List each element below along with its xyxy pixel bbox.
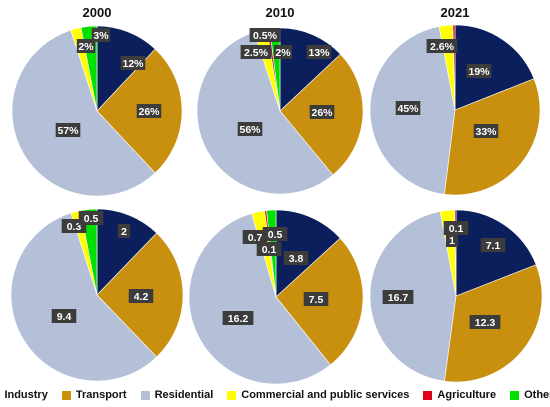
svg-text:2%: 2% (275, 47, 291, 59)
pie-5-slice-residential (188, 213, 331, 385)
pie-1-title: 2000 (83, 5, 112, 20)
pie-5-data-label-4: 0.7 (242, 230, 268, 244)
pie-2-data-label-4: 2.5% (240, 45, 272, 59)
svg-text:16.7: 16.7 (388, 292, 409, 304)
svg-text:2: 2 (121, 226, 127, 238)
pie-3-slice-industry (454, 24, 535, 111)
svg-text:2%: 2% (78, 41, 94, 53)
pie-4-data-label-6: 0.5 (78, 211, 104, 225)
pie-2-data-label-6: 2% (273, 45, 293, 59)
pie-2-data-label-3: 56% (237, 122, 263, 136)
svg-text:33%: 33% (475, 126, 497, 138)
svg-text:16.2: 16.2 (228, 313, 249, 325)
pie-4-data-label-2: 4.2 (128, 289, 154, 303)
pie-6-data-label-1: 7.1 (480, 238, 506, 252)
legend-label-others: Others (524, 389, 550, 401)
pie-5-data-label-2: 7.5 (303, 292, 329, 306)
svg-text:56%: 56% (239, 124, 261, 136)
svg-text:9.4: 9.4 (57, 311, 72, 323)
svg-text:3.8: 3.8 (289, 253, 304, 265)
legend-item-others: Others (510, 389, 550, 401)
svg-text:3%: 3% (93, 30, 109, 42)
pie-5-data-label-3: 16.2 (222, 311, 254, 325)
svg-text:0.1: 0.1 (262, 244, 277, 256)
pie-5-data-label-1: 3.8 (283, 251, 309, 265)
svg-text:0.5%: 0.5% (253, 30, 278, 42)
svg-text:2.5%: 2.5% (244, 47, 269, 59)
svg-text:45%: 45% (397, 103, 419, 115)
svg-text:1: 1 (449, 235, 455, 247)
pie-6-data-label-5: 0.1 (443, 221, 469, 235)
pie-1-slice-residential (11, 29, 156, 197)
pie-3-data-label-3: 45% (395, 101, 421, 115)
svg-text:12.3: 12.3 (475, 317, 496, 329)
pie-2-data-label-5: 0.5% (249, 28, 281, 42)
pie-chart-4 (10, 208, 184, 382)
svg-text:7.1: 7.1 (486, 240, 501, 252)
pie-2-data-label-2: 26% (309, 105, 335, 119)
pie-1-data-label-6: 3% (91, 28, 111, 42)
pie-2-slice-residential (196, 31, 334, 195)
svg-text:26%: 26% (138, 106, 160, 118)
legend-label-commercial: Commercial and public services (241, 389, 410, 401)
pie-4-slice-residential (10, 212, 158, 382)
legend-swatch-others (510, 390, 520, 400)
legend-item-industry: Industry (0, 389, 48, 401)
pie-2-title: 2010 (266, 5, 295, 20)
pie-5-data-label-5: 0.1 (256, 242, 282, 256)
svg-text:0.5: 0.5 (84, 213, 99, 225)
legend-swatch-residential (140, 390, 150, 400)
pie-4-data-label-3: 9.4 (51, 309, 77, 323)
pie-1-data-label-1: 12% (120, 56, 146, 70)
pie-2-data-label-1: 13% (306, 45, 332, 59)
legend-swatch-commercial (227, 390, 237, 400)
legend-label-agriculture: Agriculture (437, 389, 497, 401)
svg-text:26%: 26% (311, 107, 333, 119)
pie-3-data-label-4: 2.6% (426, 39, 458, 53)
pie-1-data-label-3: 57% (55, 123, 81, 137)
pie-6-data-label-3: 16.7 (382, 290, 414, 304)
svg-text:4.2: 4.2 (134, 291, 149, 303)
legend-label-residential: Residential (154, 389, 214, 401)
legend-item-residential: Residential (140, 389, 214, 401)
svg-text:19%: 19% (468, 66, 490, 78)
pie-3-data-label-1: 19% (466, 64, 492, 78)
pie-6-data-label-2: 12.3 (469, 315, 501, 329)
svg-text:12%: 12% (122, 58, 144, 70)
svg-text:0.7: 0.7 (248, 232, 263, 244)
legend-label-transport: Transport (75, 389, 127, 401)
svg-text:7.5: 7.5 (309, 294, 324, 306)
legend-item-agriculture: Agriculture (423, 389, 496, 401)
legend-item-commercial: Commercial and public services (227, 389, 409, 401)
svg-text:0.1: 0.1 (449, 223, 464, 235)
legend: Industry Transport Residential Commercia… (0, 386, 550, 404)
svg-text:0.5: 0.5 (268, 229, 283, 241)
svg-text:0.3: 0.3 (67, 221, 82, 233)
svg-text:57%: 57% (57, 125, 79, 137)
legend-swatch-transport (61, 390, 71, 400)
pie-3-data-label-2: 33% (473, 124, 499, 138)
pie-6-data-label-4: 1 (445, 233, 459, 247)
pie-5-data-label-6: 0.5 (262, 227, 288, 241)
pie-1-data-label-2: 26% (136, 104, 162, 118)
pie-4-data-label-1: 2 (117, 224, 131, 238)
pie-6-slice-industry (455, 209, 537, 297)
pie-4-slice-industry (96, 208, 158, 296)
legend-label-industry: Industry (4, 389, 48, 401)
legend-swatch-agriculture (423, 390, 433, 400)
svg-text:13%: 13% (308, 47, 330, 59)
legend-item-transport: Transport (61, 389, 127, 401)
svg-text:2.6%: 2.6% (430, 41, 455, 53)
pie-1-data-label-4: 2% (76, 39, 96, 53)
pie-3-title: 2021 (441, 5, 470, 20)
